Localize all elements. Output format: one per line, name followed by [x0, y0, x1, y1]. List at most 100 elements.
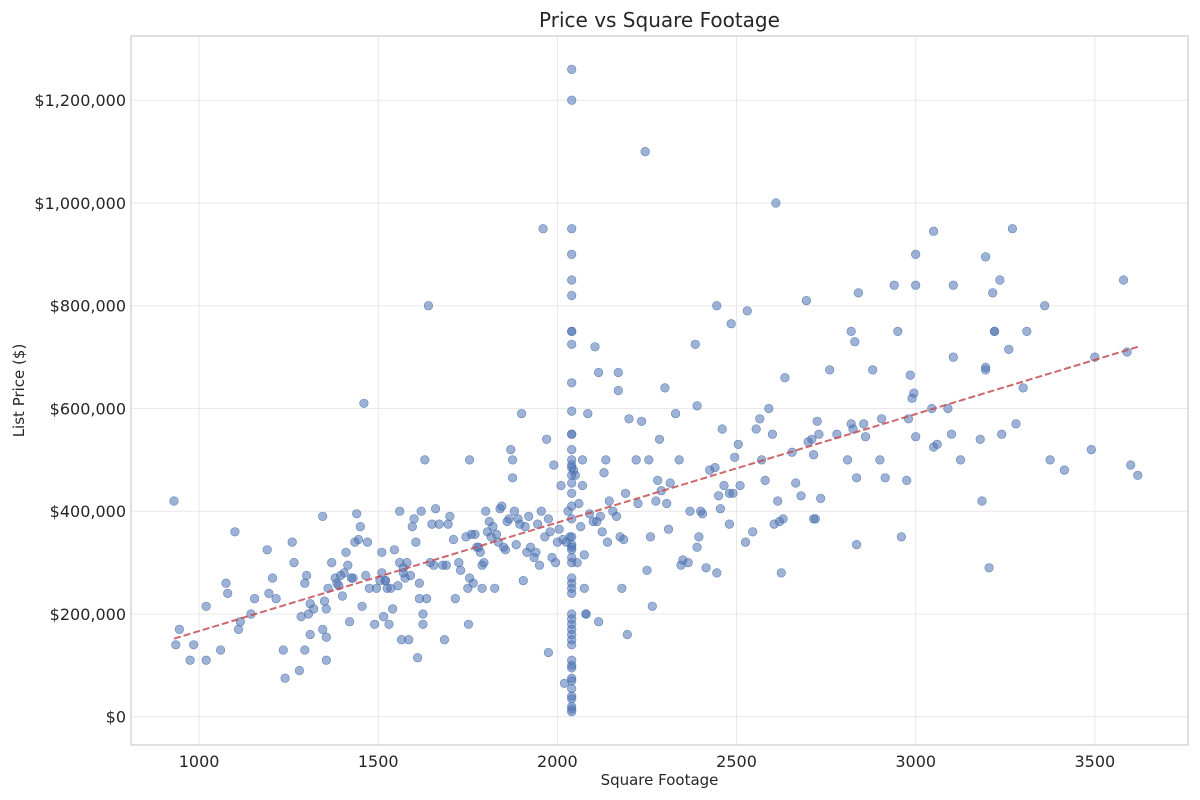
x-tick-label: 1000	[179, 752, 220, 771]
data-point	[977, 496, 987, 506]
data-point	[434, 519, 444, 529]
data-point	[728, 488, 738, 498]
data-point	[778, 514, 788, 524]
data-point	[955, 455, 966, 465]
data-point	[796, 491, 806, 501]
data-point	[911, 249, 921, 259]
data-point	[567, 663, 577, 673]
data-point	[880, 473, 890, 483]
data-point	[250, 593, 260, 604]
data-point	[384, 619, 394, 629]
plot-frame	[130, 35, 1189, 746]
data-point	[287, 537, 297, 547]
data-point	[583, 409, 593, 419]
data-point	[388, 604, 398, 614]
data-point	[422, 593, 432, 604]
data-point	[1004, 344, 1014, 355]
data-point	[377, 547, 387, 557]
data-point	[289, 557, 299, 568]
data-point	[624, 414, 634, 424]
data-point	[717, 424, 727, 434]
data-point	[393, 581, 403, 591]
data-point	[670, 409, 681, 419]
y-tick-label: $0	[106, 708, 126, 727]
data-point	[597, 527, 607, 537]
data-point	[989, 326, 1000, 337]
data-point	[567, 478, 577, 488]
data-point	[713, 491, 724, 501]
data-point	[567, 532, 577, 542]
data-point	[567, 694, 577, 704]
data-point	[300, 578, 310, 588]
data-point	[773, 496, 783, 506]
data-point	[697, 509, 708, 519]
data-point	[309, 604, 319, 614]
data-point	[850, 337, 860, 347]
data-point	[357, 601, 367, 611]
x-tick-label: 3000	[895, 752, 936, 771]
data-point	[490, 583, 500, 593]
data-point	[851, 473, 862, 483]
data-point	[755, 414, 765, 424]
data-point	[543, 647, 554, 658]
data-point	[567, 429, 577, 439]
data-point	[470, 529, 480, 540]
data-point	[264, 588, 274, 599]
data-point	[733, 439, 743, 450]
data-point	[577, 455, 588, 465]
data-point	[1059, 465, 1069, 475]
data-point	[748, 527, 758, 537]
data-point	[567, 488, 577, 498]
data-point	[889, 280, 899, 290]
data-point	[997, 429, 1007, 439]
data-point	[905, 370, 915, 380]
data-point	[620, 488, 631, 498]
data-point	[567, 588, 577, 599]
data-point	[445, 511, 455, 522]
data-point	[491, 529, 502, 540]
data-point	[327, 557, 337, 568]
data-point	[511, 539, 521, 550]
data-point	[611, 511, 622, 522]
data-point	[1018, 383, 1028, 393]
data-point	[567, 95, 577, 105]
data-point	[640, 147, 650, 157]
data-point	[294, 665, 305, 676]
data-point	[507, 455, 518, 465]
data-point	[271, 593, 281, 604]
data-point	[267, 573, 278, 583]
data-point	[567, 378, 577, 388]
data-point	[943, 403, 953, 414]
data-point	[567, 545, 577, 555]
data-point	[590, 342, 600, 352]
data-point	[928, 226, 939, 236]
data-point	[633, 498, 643, 509]
data-point	[475, 547, 485, 557]
data-point	[345, 617, 355, 627]
data-point	[988, 288, 998, 298]
data-point	[536, 506, 546, 516]
data-point	[932, 439, 942, 450]
data-point	[189, 640, 199, 650]
data-point	[814, 429, 824, 439]
data-point	[233, 624, 244, 635]
data-point	[712, 301, 722, 311]
data-point	[420, 455, 430, 465]
data-point	[185, 655, 195, 665]
data-point	[577, 480, 588, 491]
data-point	[651, 496, 661, 506]
y-tick-label: $400,000	[50, 502, 126, 521]
data-point	[685, 506, 695, 516]
x-gridlines	[198, 36, 1096, 745]
data-point	[353, 534, 364, 545]
data-point	[481, 506, 491, 516]
data-point	[1086, 445, 1096, 455]
data-point	[567, 249, 577, 259]
data-point	[665, 478, 675, 488]
data-point	[692, 401, 702, 411]
data-point	[909, 388, 919, 398]
data-point	[450, 593, 460, 604]
data-point	[948, 352, 958, 362]
data-point	[418, 609, 428, 619]
data-point	[439, 635, 450, 645]
